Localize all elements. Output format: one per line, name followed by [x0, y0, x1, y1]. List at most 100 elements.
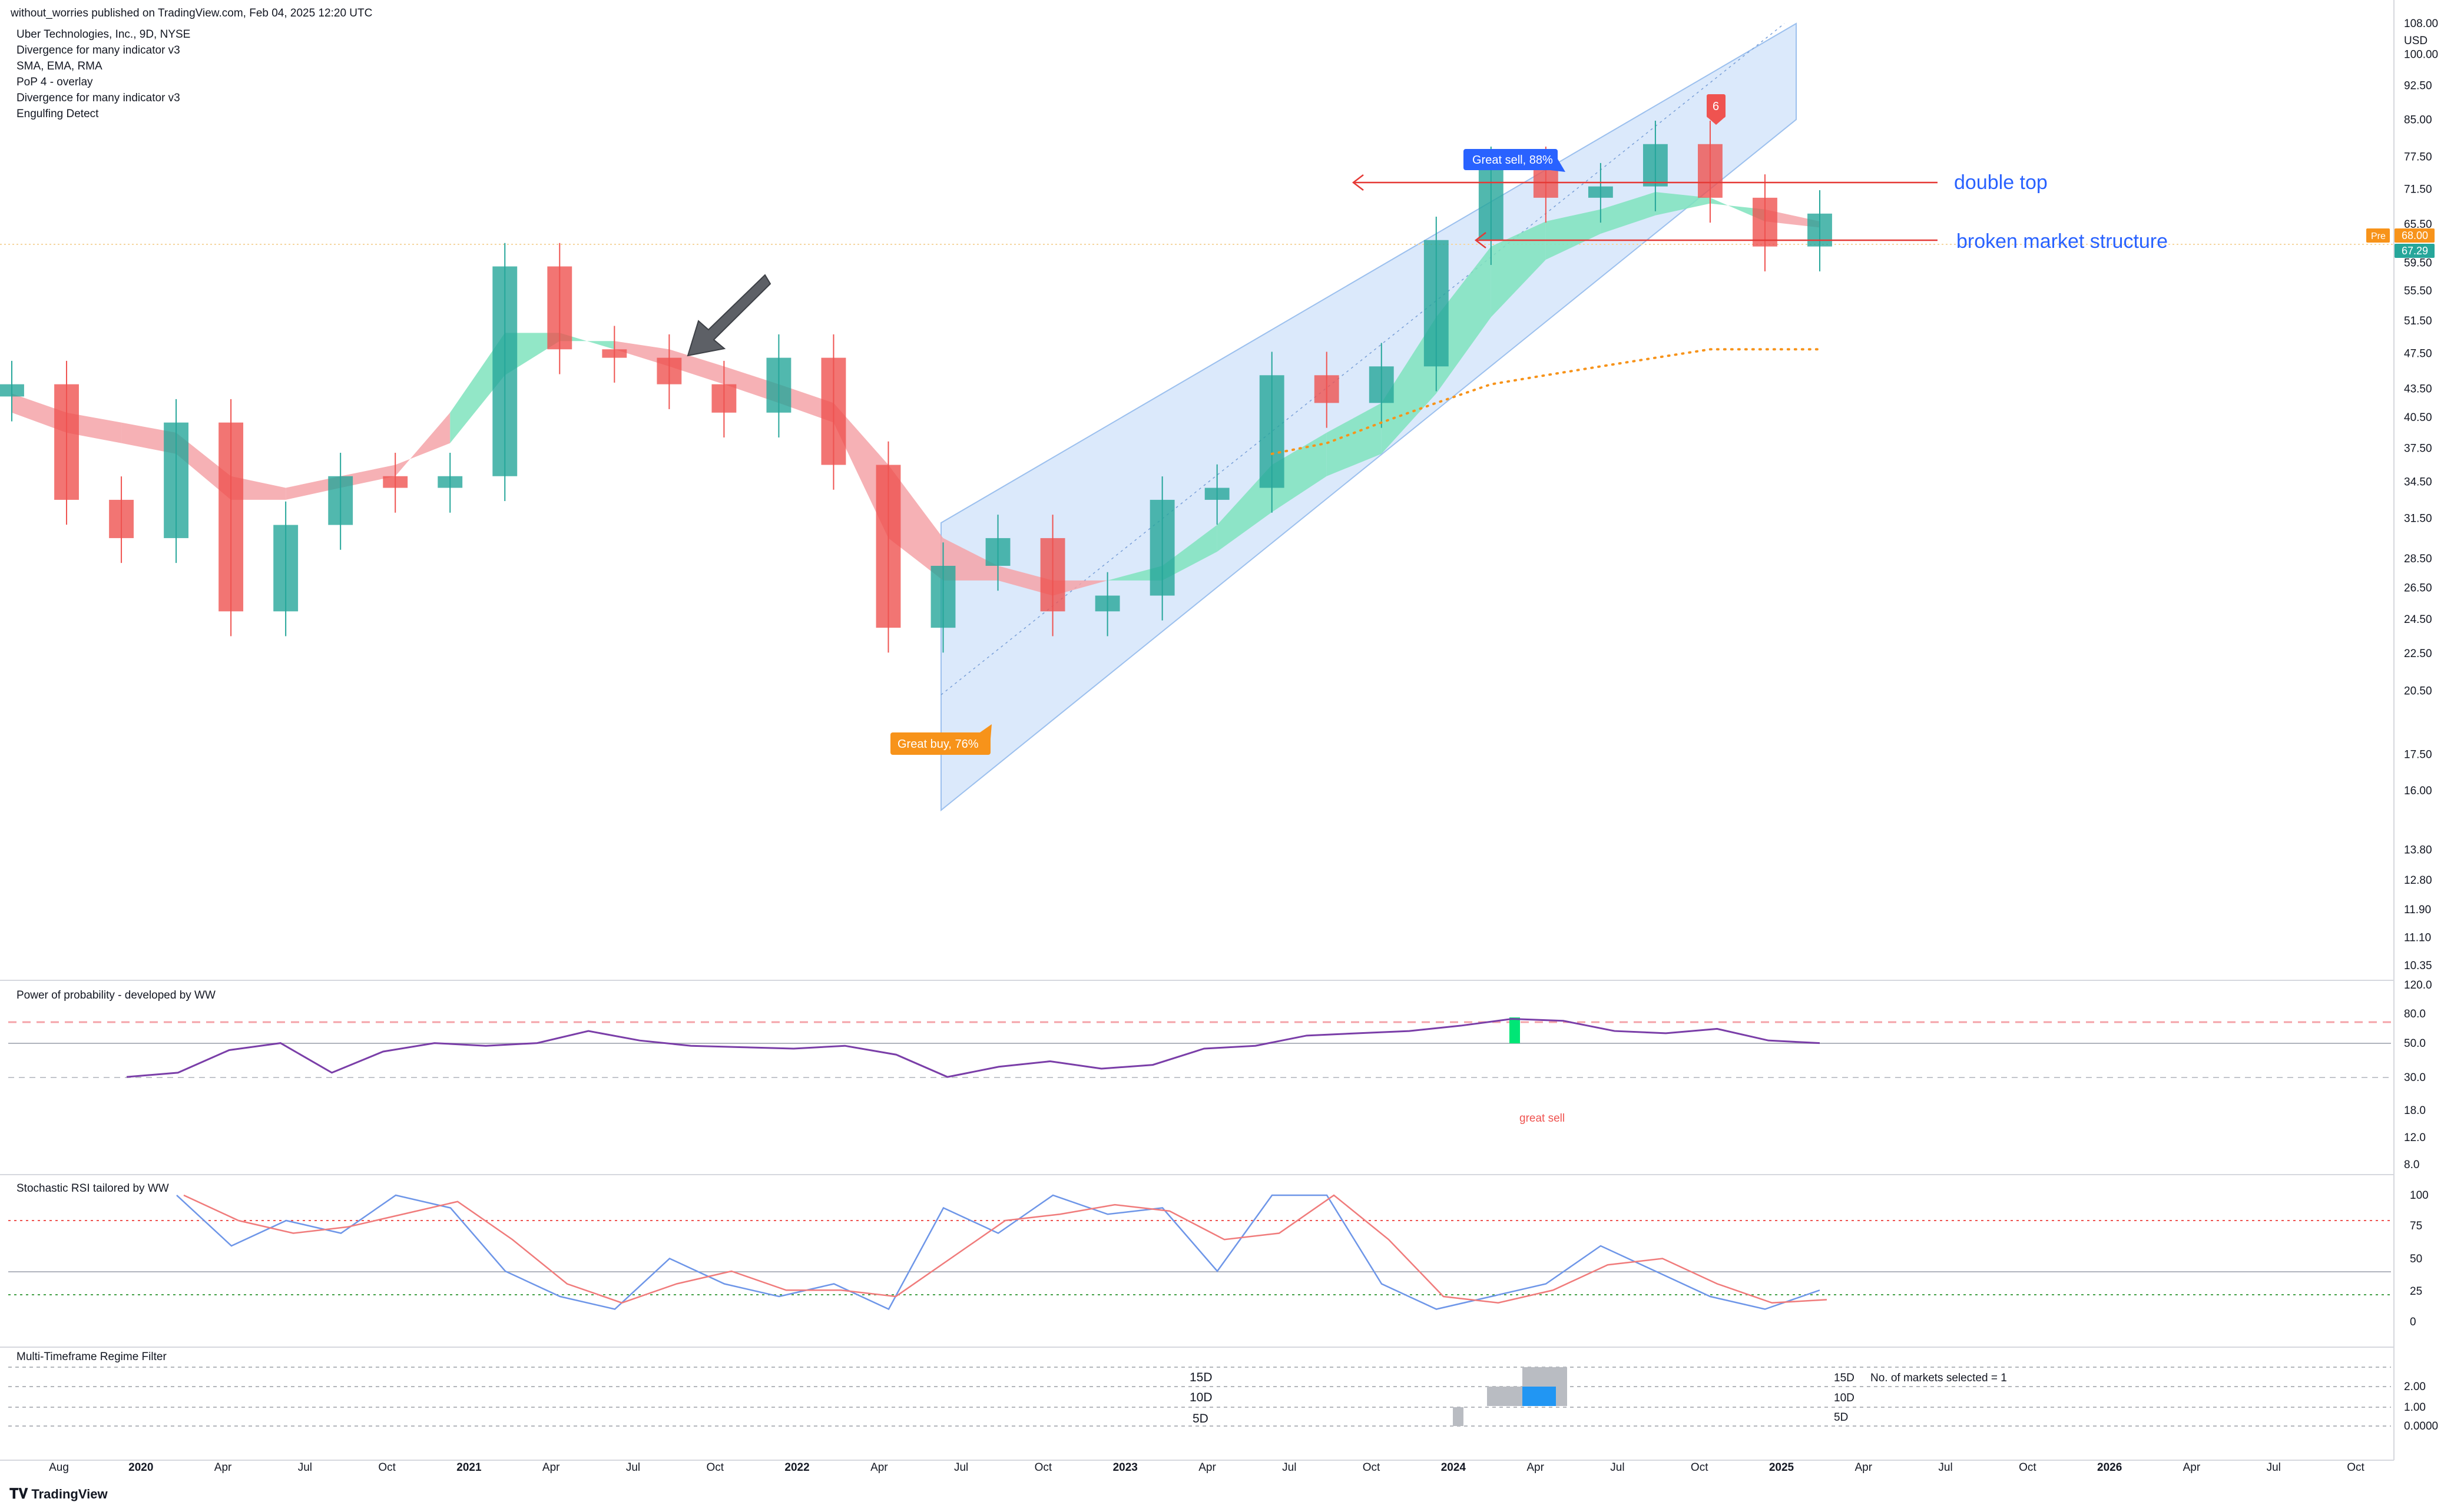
regime-tick-label: 2.00 [2404, 1381, 2426, 1393]
indicator-3[interactable]: PoP 4 - overlay [16, 76, 93, 88]
candle-body [164, 422, 189, 538]
ma-ribbon-segment [286, 476, 341, 500]
ma-ribbon-segment [1764, 209, 1820, 228]
time-tick-label: Aug [49, 1461, 69, 1474]
ma-ribbon-segment [1326, 403, 1382, 476]
candle-body [1040, 538, 1065, 612]
price-tick-label: 11.90 [2404, 904, 2431, 916]
regime-right-10d: 10D [1834, 1392, 1854, 1404]
ma-ribbon-segment [231, 476, 286, 500]
regime-left-10d: 10D [1190, 1391, 1213, 1404]
svg-text:Great sell, 88%: Great sell, 88% [1472, 154, 1553, 167]
price-tick-label: 31.50 [2404, 513, 2432, 525]
ma-ribbon-segment [1162, 525, 1217, 581]
candle-body [1150, 499, 1175, 596]
pop-line [126, 1018, 1820, 1078]
ma-ribbon-segment [724, 366, 779, 403]
ma-ribbon-segment [121, 422, 177, 454]
time-tick-label: Apr [2183, 1461, 2201, 1474]
candle-body [1314, 375, 1339, 403]
time-tick-label: 2020 [128, 1461, 153, 1474]
stoch-tick-label: 75 [2410, 1220, 2422, 1232]
indicator-1[interactable]: Divergence for many indicator v3 [16, 44, 180, 57]
stoch-pane-title[interactable]: Stochastic RSI tailored by WW [16, 1182, 169, 1195]
price-tick-label: 51.50 [2404, 315, 2432, 327]
indicator-2[interactable]: SMA, EMA, RMA [16, 60, 102, 72]
time-tick-label: 2026 [2097, 1461, 2122, 1474]
ma-ribbon-segment [779, 384, 834, 423]
regime-right-5d: 5D [1834, 1411, 1848, 1424]
symbol-line[interactable]: Uber Technologies, Inc., 9D, NYSE [16, 28, 191, 41]
time-tick-label: 2022 [784, 1461, 809, 1474]
candle-body [1642, 144, 1668, 187]
tradingview-logo-icon: 𝐓𝐕 [9, 1486, 28, 1502]
ma-ribbon-segment [1491, 221, 1546, 317]
candle-body [218, 422, 244, 612]
ma-ribbon-segment [12, 393, 67, 433]
regime-pane-title[interactable]: Multi-Timeframe Regime Filter [16, 1351, 167, 1363]
indicator-4[interactable]: Divergence for many indicator v3 [16, 92, 180, 104]
ma-ribbon-segment [505, 333, 560, 376]
time-tick-label: Oct [1691, 1461, 1708, 1474]
price-tick-label: 26.50 [2404, 582, 2432, 595]
time-tick-label: Apr [1854, 1461, 1872, 1474]
time-tick-label: Apr [542, 1461, 560, 1474]
great-buy-badge: Great buy, 76% [890, 724, 992, 755]
svg-text:Great buy, 76%: Great buy, 76% [898, 738, 979, 751]
ma-ribbon-segment [888, 465, 943, 581]
price-tick-label: 71.50 [2404, 183, 2432, 195]
svg-text:67.29: 67.29 [2402, 245, 2428, 257]
price-tick-label: 12.80 [2404, 874, 2432, 887]
price-tick-label: 85.00 [2404, 114, 2432, 126]
candle-body [109, 499, 134, 538]
time-tick-label: Jul [1938, 1461, 1952, 1474]
price-tick-label: 22.50 [2404, 648, 2432, 660]
price-tick-label: 34.50 [2404, 476, 2432, 489]
ma-ribbon-segment [1107, 566, 1163, 581]
regime-note: No. of markets selected = 1 [1870, 1372, 2007, 1384]
double-top-label: double top [1954, 171, 2048, 194]
currency-label: USD [2404, 35, 2427, 47]
regime-tick-label: 0.0000 [2404, 1420, 2438, 1433]
last-price-label: 67.29 [2395, 244, 2435, 258]
candle-body [273, 525, 299, 612]
ma-ribbon-segment [1655, 192, 1710, 215]
price-tick-label: 77.50 [2404, 151, 2432, 163]
svg-text:6: 6 [1713, 100, 1719, 113]
price-tick-label: 108.00 [2404, 18, 2438, 30]
ma-ribbon-segment [1545, 209, 1601, 260]
time-tick-label: Apr [214, 1461, 232, 1474]
time-tick-label: Apr [1526, 1461, 1544, 1474]
time-tick-label: Oct [707, 1461, 724, 1474]
candle-body [492, 266, 518, 476]
candle-body [1204, 488, 1230, 500]
price-tick-label: 11.10 [2404, 931, 2431, 944]
pre-price-label: Pre 68.00 [2366, 228, 2435, 243]
ma-ribbon-segment [614, 341, 670, 367]
time-tick-label: 2023 [1113, 1461, 1138, 1474]
stoch-tick-label: 25 [2410, 1285, 2422, 1298]
indicator-5[interactable]: Engulfing Detect [16, 108, 99, 120]
ma-ribbon-segment [669, 349, 724, 384]
price-tick-label: 40.50 [2404, 412, 2432, 424]
candle-body [766, 357, 791, 413]
stoch-d-line [183, 1194, 1827, 1304]
time-tick-label: Apr [870, 1461, 888, 1474]
candle-body [1588, 186, 1613, 198]
ma-ribbon-segment [998, 566, 1053, 596]
stoch-k-line [176, 1194, 1820, 1311]
time-tick-label: Jul [2267, 1461, 2281, 1474]
pop-signal-bar [1509, 1017, 1520, 1043]
candle-body [383, 476, 408, 488]
tradingview-brand[interactable]: 𝐓𝐕 TradingView [9, 1486, 108, 1502]
price-tick-label: 59.50 [2404, 257, 2432, 270]
pop-tick-label: 80.0 [2404, 1008, 2426, 1020]
pop-tick-label: 30.0 [2404, 1072, 2426, 1084]
pop-pane-title[interactable]: Power of probability - developed by WW [16, 989, 216, 1002]
svg-text:Pre: Pre [2371, 231, 2386, 241]
time-tick-label: Oct [2019, 1461, 2036, 1474]
price-tick-label: 55.50 [2404, 285, 2432, 297]
double-top-arrow [1352, 174, 1938, 191]
ma-ribbon-segment [67, 412, 122, 443]
